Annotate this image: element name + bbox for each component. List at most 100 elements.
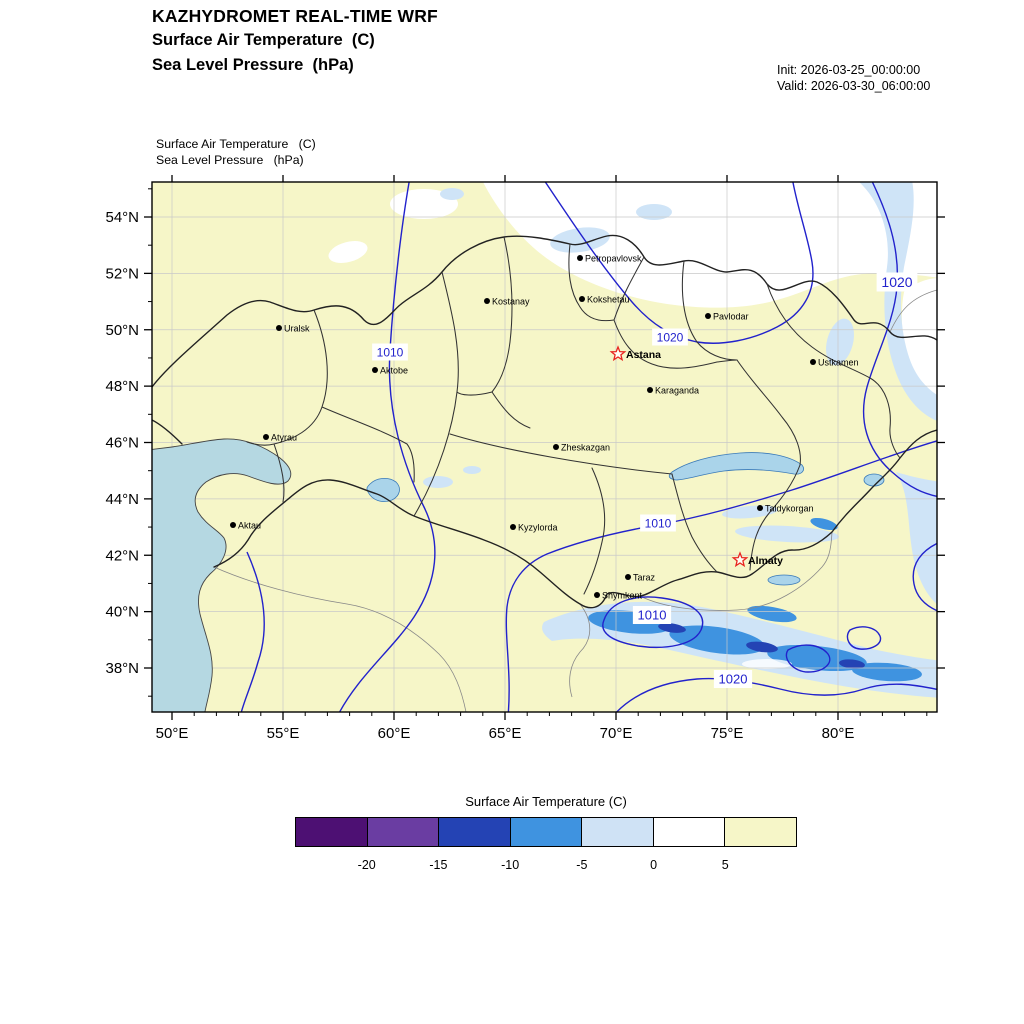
map-panel: 1010 1020 1020 1010 1010 1020 Petropavlovsk Ko… — [95, 174, 960, 760]
city-dot-ustkamen — [810, 359, 816, 365]
lat-label: 40°N — [105, 604, 139, 621]
city-label: Aktau — [238, 521, 261, 531]
lake-issyk-kul — [767, 574, 801, 586]
lat-label: 52°N — [105, 265, 139, 282]
city-dot-taraz — [625, 574, 631, 580]
pressure-label: 1020 — [657, 330, 684, 344]
city-dot-atyrau — [263, 434, 269, 440]
pressure-label: 1020 — [719, 672, 748, 687]
pressure-label-box — [652, 328, 688, 346]
pressure-labels: 1010 1020 1020 1010 1010 1020 — [372, 272, 918, 688]
lon-label: 75°E — [711, 725, 744, 742]
axis-ticks-and-labels: 54°N 52°N 50°N 48°N 46°N 44°N 42°N 40°N 38°N 50°E… — [105, 174, 945, 742]
subtitle-temperature: Surface Air Temperature (C) — [152, 31, 375, 49]
city-label: Astana — [626, 349, 661, 361]
city-dot-zheskazgan — [553, 444, 559, 450]
run-times: Init: 2026-03-25_00:00:00 Valid: 2026-03… — [777, 62, 930, 94]
pressure-label-box — [632, 606, 672, 624]
lake-balkhash — [668, 452, 804, 481]
city-star-almaty — [731, 551, 749, 568]
pressure-label-box — [713, 670, 753, 688]
subtitle-pressure: Sea Level Pressure (hPa) — [152, 56, 354, 74]
city-dot-pavlodar — [705, 313, 711, 319]
lake-alakol — [863, 473, 885, 487]
city-label: Pavlodar — [713, 312, 749, 322]
city-label: Kostanay — [492, 297, 530, 307]
lon-label: 70°E — [600, 725, 633, 742]
lon-label: 65°E — [489, 725, 522, 742]
city-label: Ustkamen — [818, 358, 859, 368]
lon-label: 50°E — [156, 725, 189, 742]
colorbar-tick: 0 — [650, 858, 658, 872]
colorbar — [295, 817, 797, 847]
plot-caption: Surface Air Temperature (C) Sea Level Pr… — [156, 136, 316, 168]
valid-time: Valid: 2026-03-30_06:00:00 — [777, 79, 931, 93]
pressure-label: 1020 — [881, 274, 912, 290]
city-label: Petropavlovsk — [585, 254, 642, 264]
colorbar-tick: -15 — [429, 858, 448, 872]
city-label: Uralsk — [284, 324, 310, 334]
city-star-astana — [609, 345, 627, 362]
lat-label: 50°N — [105, 322, 139, 339]
colorbar-tick: -20 — [357, 858, 376, 872]
city-label: Atyrau — [271, 433, 297, 443]
init-time: Init: 2026-03-25_00:00:00 — [777, 63, 921, 77]
city-dot-kyzylorda — [510, 524, 516, 530]
city-label: Karaganda — [655, 386, 699, 396]
colorbar-tick: -5 — [576, 858, 588, 872]
colorbar-segment — [296, 818, 367, 846]
pressure-contours — [240, 182, 937, 712]
pressure-label-box — [640, 514, 676, 532]
colorbar-tick: -10 — [501, 858, 520, 872]
colorbar-segment — [652, 818, 725, 846]
colorbar-title: Surface Air Temperature (C) — [465, 794, 627, 809]
map-frame — [151, 181, 938, 713]
city-dot-petropavlovsk — [577, 255, 583, 261]
lat-label: 46°N — [105, 435, 139, 452]
city-label: Kokshetau — [587, 295, 630, 305]
colorbar-segment — [581, 818, 653, 846]
pressure-label: 1010 — [645, 516, 672, 530]
city-label: Almaty — [748, 555, 783, 567]
temperature-shading — [328, 182, 937, 698]
caption-temperature: Surface Air Temperature (C) — [156, 137, 316, 151]
city-label: Kyzylorda — [518, 523, 558, 533]
city-label: Taraz — [633, 573, 656, 583]
city-dot-shymkent — [594, 592, 600, 598]
water-bodies — [152, 438, 885, 712]
aral-sea — [366, 478, 400, 502]
colorbar-tick: 5 — [721, 858, 729, 872]
page-title: KAZHYDROMET REAL-TIME WRF — [152, 6, 438, 26]
city-dot-kostanay — [484, 298, 490, 304]
weather-map: 1010 1020 1020 1010 1010 1020 Petropavlovsk Ko… — [105, 174, 945, 742]
lat-label: 48°N — [105, 378, 139, 395]
lon-label: 55°E — [267, 725, 300, 742]
neighbor-borders — [213, 289, 937, 712]
colorbar-segment — [366, 818, 439, 846]
pressure-label: 1010 — [377, 345, 404, 359]
caption-pressure: Sea Level Pressure (hPa) — [156, 153, 304, 167]
city-label: Shymkent — [602, 591, 643, 601]
caspian-sea — [152, 438, 292, 712]
lon-label: 60°E — [378, 725, 411, 742]
city-label: Taldykorgan — [765, 504, 814, 514]
colorbar-tick-labels: -20 -15 -10 -5 0 5 — [295, 858, 797, 874]
region-borders — [152, 234, 937, 609]
lon-label: 80°E — [822, 725, 855, 742]
pressure-label-box — [876, 272, 918, 292]
colorbar-segment — [509, 818, 582, 846]
colorbar-segment — [724, 818, 797, 846]
city-dot-karaganda — [647, 387, 653, 393]
city-dot-kokshetau — [579, 296, 585, 302]
colorbar-segment — [438, 818, 510, 846]
city-dot-uralsk — [276, 325, 282, 331]
city-label: Aktobe — [380, 366, 408, 376]
lat-label: 44°N — [105, 491, 139, 508]
city-dot-aktau — [230, 522, 236, 528]
city-label: Zheskazgan — [561, 443, 610, 453]
pressure-label: 1010 — [638, 608, 667, 623]
city-dot-taldykorgan — [757, 505, 763, 511]
lat-label: 42°N — [105, 547, 139, 564]
city-markers: Petropavlovsk Kostanay Kokshetau Pavlodar Ur… — [230, 254, 859, 601]
